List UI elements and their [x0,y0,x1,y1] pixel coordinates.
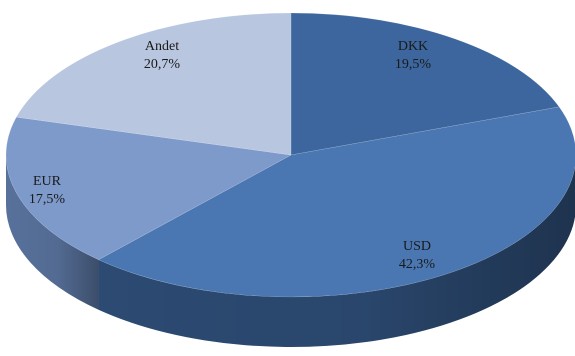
slice-value-andet: 20,7% [144,57,181,72]
slice-value-dkk: 19,5% [395,57,432,72]
pie-slice-andet [15,12,292,156]
pie-slice-usd [97,106,575,298]
slice-value-usd: 42,3% [399,257,436,272]
slice-label-usd: USD [403,239,431,254]
pie-slice-eur [5,116,292,261]
pie-labels: DKK 19,5% USD 42,3% EUR 17,5% Andet 20,7% [29,39,436,272]
pie-top [5,12,575,298]
slice-label-eur: EUR [33,174,62,189]
pie-side-shade [98,166,575,347]
slice-label-dkk: DKK [398,39,428,54]
pie-side-shade [6,155,99,310]
slice-value-eur: 17,5% [29,192,66,207]
pie-slice-dkk [290,12,560,156]
pie-sides [6,155,575,347]
slice-label-andet: Andet [145,39,179,54]
